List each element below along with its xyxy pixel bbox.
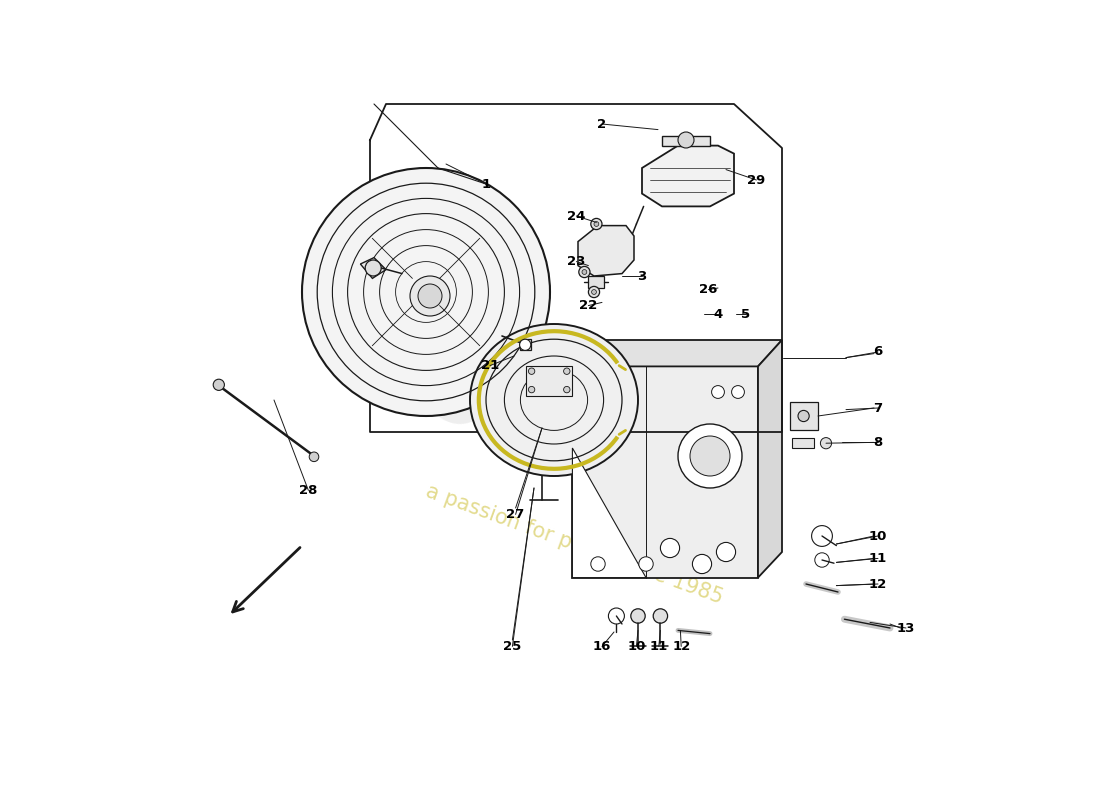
Polygon shape — [572, 340, 782, 366]
Polygon shape — [790, 402, 818, 430]
Circle shape — [678, 132, 694, 148]
Circle shape — [716, 542, 736, 562]
Polygon shape — [572, 448, 646, 578]
Text: 12: 12 — [672, 640, 691, 653]
Polygon shape — [792, 438, 814, 448]
Text: 11: 11 — [869, 552, 887, 565]
Circle shape — [213, 379, 224, 390]
Circle shape — [815, 553, 829, 567]
Circle shape — [712, 386, 725, 398]
Polygon shape — [758, 340, 782, 578]
Polygon shape — [572, 366, 758, 578]
Text: 12: 12 — [869, 578, 887, 590]
Circle shape — [563, 368, 570, 374]
Circle shape — [630, 609, 646, 623]
Circle shape — [528, 368, 535, 374]
Text: 11: 11 — [650, 640, 668, 653]
Circle shape — [692, 554, 712, 574]
Circle shape — [588, 286, 600, 298]
Text: 29: 29 — [747, 174, 766, 186]
Text: 2: 2 — [597, 118, 606, 130]
Text: 13: 13 — [896, 622, 915, 634]
Text: 28: 28 — [299, 484, 318, 497]
Polygon shape — [588, 276, 604, 288]
Text: 10: 10 — [869, 530, 888, 542]
Circle shape — [418, 284, 442, 308]
Circle shape — [608, 608, 625, 624]
Circle shape — [690, 436, 730, 476]
Text: 16: 16 — [593, 640, 612, 653]
Text: 21: 21 — [481, 359, 499, 372]
Text: 5: 5 — [741, 308, 750, 321]
Circle shape — [309, 452, 319, 462]
Text: euros: euros — [309, 271, 791, 561]
Circle shape — [592, 290, 596, 294]
Text: 10: 10 — [627, 640, 646, 653]
Text: 7: 7 — [873, 402, 882, 414]
Polygon shape — [526, 366, 572, 396]
Text: 4: 4 — [714, 308, 723, 321]
Polygon shape — [361, 258, 386, 278]
Circle shape — [678, 424, 743, 488]
Circle shape — [582, 270, 586, 274]
Circle shape — [653, 609, 668, 623]
Circle shape — [812, 526, 833, 546]
Circle shape — [821, 438, 832, 449]
Circle shape — [594, 222, 598, 226]
Polygon shape — [578, 226, 634, 276]
Circle shape — [302, 168, 550, 416]
Text: 26: 26 — [700, 283, 717, 296]
Text: a passion for parts since 1985: a passion for parts since 1985 — [422, 481, 725, 607]
Circle shape — [591, 218, 602, 230]
Polygon shape — [519, 339, 531, 350]
Text: 24: 24 — [568, 210, 585, 222]
Circle shape — [563, 386, 570, 393]
Text: 27: 27 — [506, 508, 525, 521]
Circle shape — [528, 386, 535, 393]
Text: 23: 23 — [568, 255, 585, 268]
Circle shape — [639, 557, 653, 571]
Text: 8: 8 — [873, 436, 882, 449]
Circle shape — [579, 266, 590, 278]
Text: 6: 6 — [873, 346, 882, 358]
Circle shape — [410, 276, 450, 316]
Text: 25: 25 — [504, 640, 521, 653]
Circle shape — [732, 386, 745, 398]
Circle shape — [365, 260, 382, 276]
Text: 22: 22 — [580, 299, 597, 312]
Ellipse shape — [470, 324, 638, 476]
Circle shape — [591, 557, 605, 571]
Circle shape — [660, 538, 680, 558]
Text: 3: 3 — [637, 270, 647, 282]
Circle shape — [798, 410, 810, 422]
Polygon shape — [662, 136, 710, 146]
Circle shape — [519, 339, 531, 350]
Polygon shape — [642, 146, 734, 206]
Text: 1: 1 — [482, 178, 491, 190]
